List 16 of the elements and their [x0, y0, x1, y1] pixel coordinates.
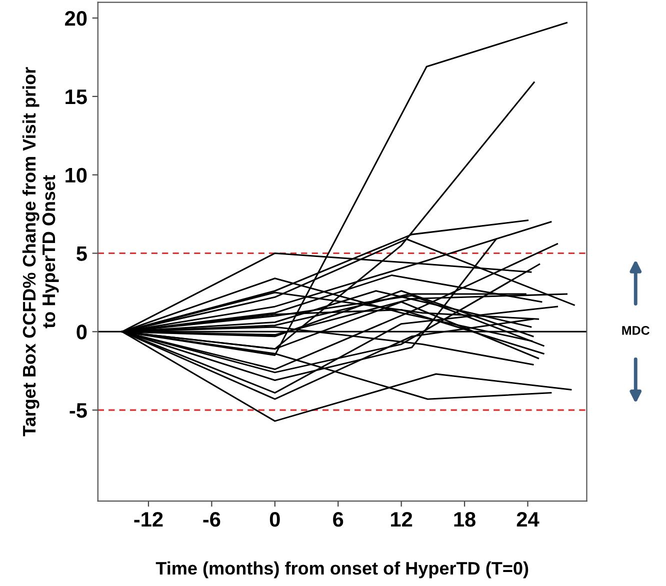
x-tick-label: 24: [516, 512, 540, 527]
y-tick-label: 10: [66, 168, 87, 183]
x-tick-label: 18: [454, 512, 476, 527]
y-tick-label: 5: [76, 246, 87, 262]
x-axis-title: Time (months) from onset of HyperTD (T=0): [156, 561, 528, 578]
x-tick-label: 6: [333, 512, 344, 527]
x-tick-label: -12: [134, 512, 163, 527]
x-tick-label: 12: [391, 512, 412, 527]
y-tick-label: -5: [70, 403, 87, 418]
x-tick-label: -6: [203, 512, 220, 527]
y-tick-label: 0: [76, 324, 87, 340]
y-axis-title: Target Box CCFD% Change from Visit prior to HyperTD Onset: [22, 67, 59, 436]
x-tick-label: 0: [270, 512, 280, 527]
text: MDC: [622, 326, 650, 335]
y-tick-label: 15: [66, 90, 87, 104]
y-tick-label: 20: [65, 11, 87, 26]
